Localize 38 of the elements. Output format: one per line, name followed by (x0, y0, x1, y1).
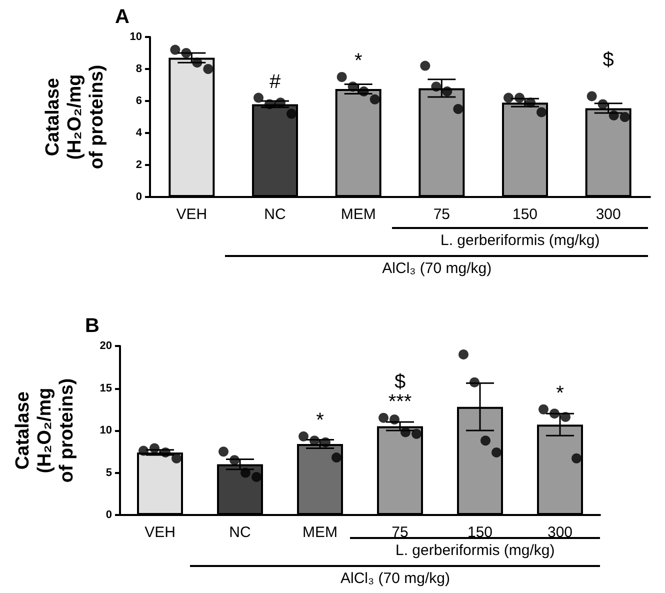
text: AlCl₃ (70 mg/kg) (340, 570, 450, 587)
x-tick-label: 150 (467, 524, 493, 541)
text: AlCl₃ (70 mg/kg) (382, 260, 492, 277)
chart-title: B (85, 315, 100, 337)
annotation: *** (388, 390, 412, 413)
y-tick-label: 5 (106, 466, 112, 479)
x-tick-label: MEM (302, 524, 338, 541)
annotation: $ (394, 370, 406, 393)
x-tick-label: VEH (144, 524, 176, 541)
annotation: * (354, 50, 362, 72)
chart-title: A (115, 6, 130, 28)
text: L. gerberiformis (mg/kg) (440, 232, 600, 249)
y-tick-label: 15 (100, 382, 112, 394)
y-tick-label: 8 (136, 63, 142, 75)
x-tick-label: 300 (547, 524, 573, 541)
x-tick-label: MEM (340, 206, 376, 223)
x-tick-label: 300 (596, 206, 621, 223)
y-tick-label: 2 (136, 159, 142, 171)
y-tick-label: 0 (106, 509, 112, 521)
x-tick-label: 75 (433, 206, 450, 223)
x-tick-label: NC (264, 206, 286, 223)
annotation: $ (602, 49, 614, 72)
x-tick-label: NC (229, 524, 251, 541)
text: L. gerberiformis (mg/kg) (396, 542, 555, 559)
annotation: * (316, 409, 324, 432)
x-tick-label: VEH (176, 206, 208, 223)
x-tick-label: 150 (512, 206, 538, 223)
y-tick-label: 10 (130, 31, 142, 43)
y-axis-title: Catalase (H₂O₂/mg of proteins) (12, 378, 78, 483)
x-tick-label: 75 (392, 524, 408, 541)
y-tick-label: 4 (136, 127, 143, 139)
y-tick-label: 0 (136, 191, 142, 203)
y-axis-title: Catalase (H₂O₂/mg of proteins) (42, 64, 108, 170)
annotation: # (269, 70, 282, 93)
y-tick-label: 10 (100, 424, 112, 436)
annotation: * (556, 382, 564, 404)
y-tick-label: 20 (100, 340, 112, 352)
y-tick-label: 6 (136, 95, 142, 107)
